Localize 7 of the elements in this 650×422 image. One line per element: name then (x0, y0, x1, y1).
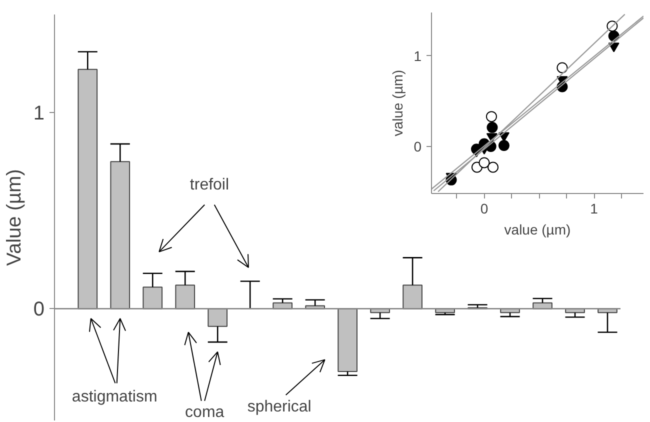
annotation: spherical (247, 398, 312, 416)
x-axis-title: value (µm) (504, 222, 571, 238)
annotation: coma (185, 404, 224, 422)
y-axis-title: value (µm) (390, 70, 406, 136)
y-axis-title: Value (µm) (3, 169, 26, 266)
annotation: trefoil (190, 176, 230, 194)
annotation: astigmatism (72, 388, 158, 406)
